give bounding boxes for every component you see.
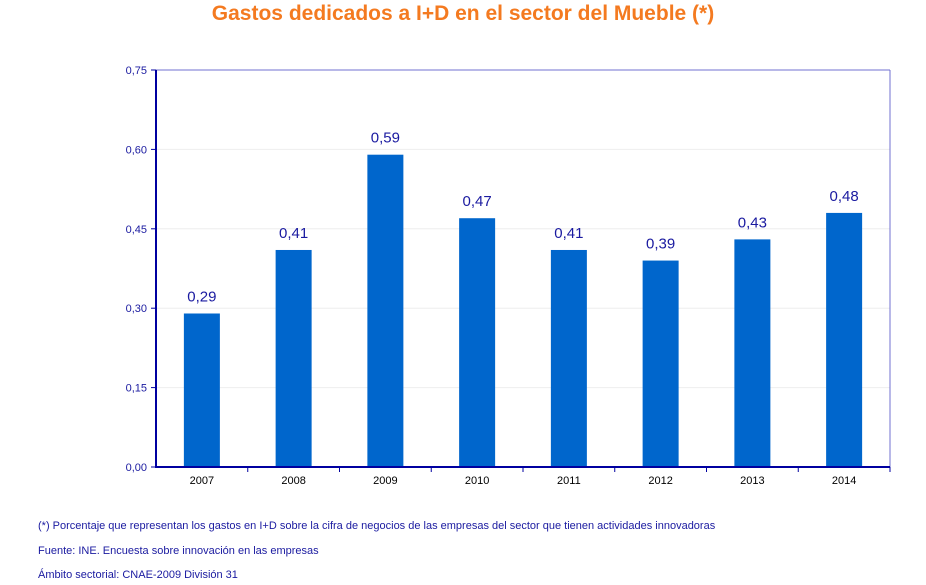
- source-note: Fuente: INE. Encuesta sobre innovación e…: [38, 545, 319, 557]
- data-label: 0,59: [371, 130, 400, 147]
- x-tick-label: 2010: [465, 475, 489, 487]
- x-tick-label: 2008: [281, 475, 305, 487]
- x-tick-label: 2014: [832, 475, 856, 487]
- data-label: 0,41: [279, 225, 308, 242]
- x-tick-label: 2011: [557, 475, 581, 487]
- y-tick-label: 0,00: [126, 462, 147, 474]
- y-tick-label: 0,15: [126, 383, 147, 395]
- bar: [826, 212, 863, 467]
- x-tick-label: 2013: [740, 475, 764, 487]
- bar: [459, 218, 496, 467]
- bar: [550, 249, 587, 467]
- data-label: 0,29: [187, 288, 216, 305]
- bar: [734, 239, 771, 467]
- data-label: 0,39: [646, 236, 675, 253]
- data-label: 0,47: [463, 193, 492, 210]
- data-label: 0,48: [830, 188, 859, 205]
- y-tick-label: 0,75: [126, 65, 147, 77]
- y-tick-label: 0,30: [126, 303, 147, 315]
- bar: [367, 154, 404, 467]
- x-tick-label: 2012: [648, 475, 672, 487]
- y-tick-label: 0,60: [126, 144, 147, 156]
- chart-title: Gastos dedicados a I+D en el sector del …: [211, 2, 715, 25]
- data-label: 0,43: [738, 214, 767, 231]
- x-tick-label: 2009: [373, 475, 397, 487]
- bar-chart: 0,00 0,15 0,30 0,45 0,60 0,75 0,29 2007 0,41 2008…: [126, 65, 891, 487]
- x-tick-label: 2007: [190, 475, 214, 487]
- scope-note: Ámbito sectorial: CNAE-2009 División 31: [38, 569, 238, 581]
- bar: [642, 260, 679, 467]
- bar: [183, 313, 220, 467]
- bar: [275, 249, 312, 467]
- footnote: (*) Porcentaje que representan los gasto…: [38, 520, 716, 532]
- data-label: 0,41: [554, 225, 583, 242]
- y-tick-label: 0,45: [126, 224, 147, 236]
